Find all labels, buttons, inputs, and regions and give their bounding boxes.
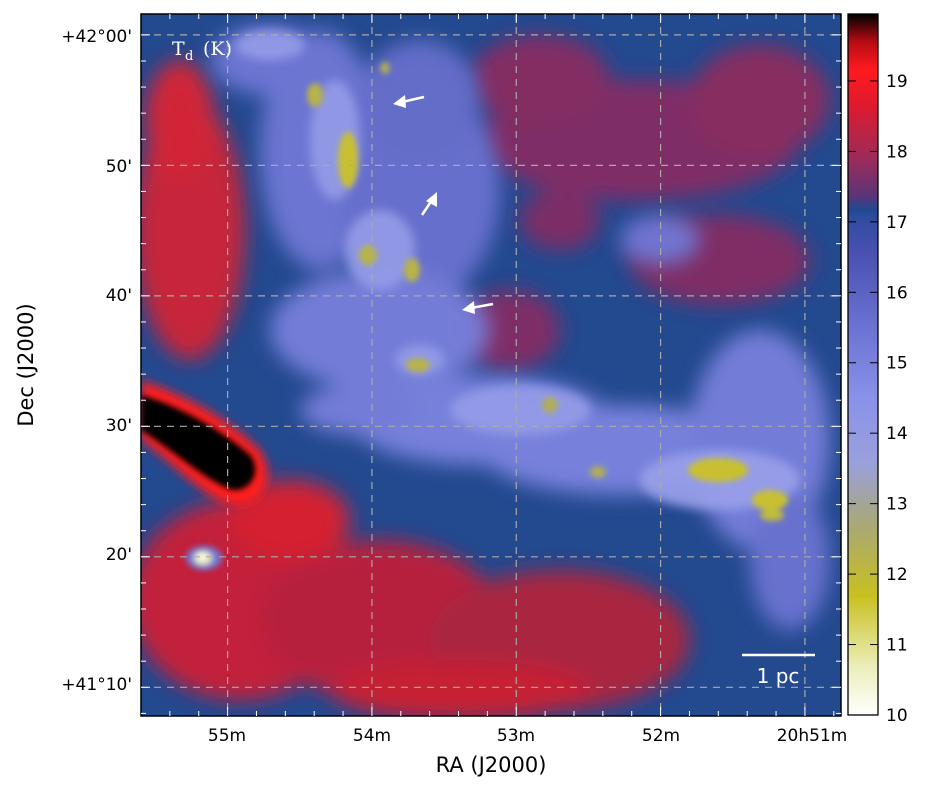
colorbar-tick-label: 10 [886,706,908,726]
arrow-annotation-1 [393,95,425,108]
colorbar-frame [847,13,879,716]
y-tick-label: 40' [106,286,132,306]
colorbar-tick-label: 12 [886,565,908,585]
y-axis-label: Dec (J2000) [14,303,38,426]
colorbar-tick-label: 18 [886,142,908,162]
panel-label: T d (K) [172,38,232,64]
minor-ticks [141,14,841,716]
x-tick-label: 55m [208,726,246,746]
x-tick-label: 53m [497,726,535,746]
arrow-annotation-2 [420,192,437,216]
x-tick-label: 52m [642,726,680,746]
panel-label-subscript: d [185,49,193,64]
x-tick-label: 20h51m [777,726,848,746]
y-tick-label: +42°00' [61,27,132,47]
colorbar-tick-label: 11 [886,636,908,656]
y-tick-label: +41°10' [61,675,132,695]
y-tick-label: 50' [106,157,132,177]
y-tick-labels: +41°10' 20' 30' 40' 50' +42°00' [61,27,132,695]
colorbar-gradient [848,14,878,715]
x-tick-labels: 55m 54m 53m 52m 20h51m [208,726,847,746]
scale-bar-label: 1 pc [757,664,800,688]
panel-label-unit: (K) [203,38,232,60]
x-tick-label: 54m [353,726,391,746]
colorbar-tick-label: 14 [886,424,908,444]
arrow-annotation-3 [462,301,494,314]
y-tick-label: 20' [106,545,132,565]
colorbar-tick-label: 16 [886,283,908,303]
grid [141,14,841,716]
colorbar-ticks: 10 11 12 13 14 15 16 17 18 19 [848,72,908,726]
panel-label-text: T [172,38,185,60]
scale-bar: 1 pc [742,653,815,688]
colorbar-tick-label: 13 [886,495,908,515]
colorbar-tick-label: 15 [886,354,908,374]
y-tick-label: 30' [106,416,132,436]
colorbar-tick-label: 19 [886,72,908,92]
annotation-arrows [393,95,494,314]
temperature-map [141,14,841,716]
map-frame [140,13,842,717]
colorbar: 10 11 12 13 14 15 16 17 18 19 [847,13,908,726]
colorbar-tick-label: 17 [886,213,908,233]
x-axis-label: RA (J2000) [436,753,547,777]
